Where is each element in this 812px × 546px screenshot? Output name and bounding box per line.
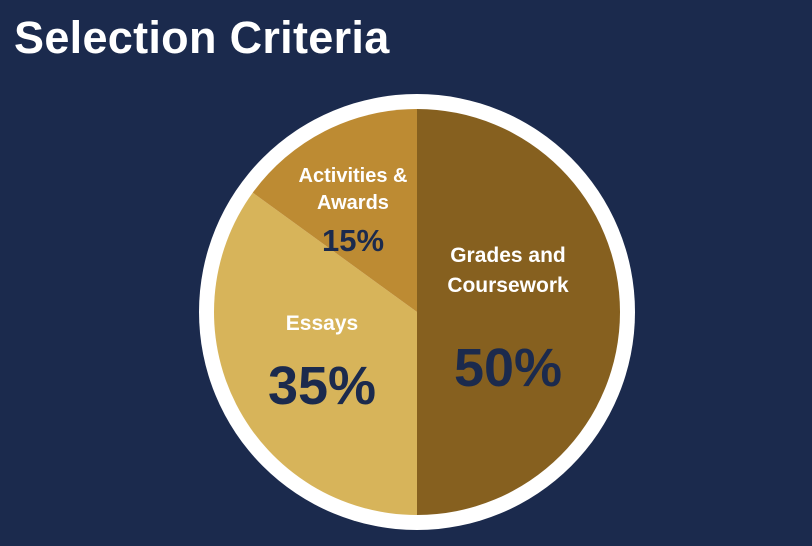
slice-value-2: 35% [268,356,376,416]
slice-label-1-line-2: Coursework [447,274,569,297]
slice-label-2-line-1: Essays [286,312,358,335]
pie-slice-1 [417,109,620,515]
pie-slice-3 [252,109,417,312]
pie-slice-2 [214,192,417,515]
page-title: Selection Criteria [14,12,390,63]
slice-value-3: 15% [322,223,384,258]
slice-value-1: 50% [454,338,562,398]
slice-label-3-line-1: Activities & [299,165,408,187]
slice-label-1-line-1: Grades and [450,244,566,267]
slice-label-3-line-2: Awards [317,192,389,214]
